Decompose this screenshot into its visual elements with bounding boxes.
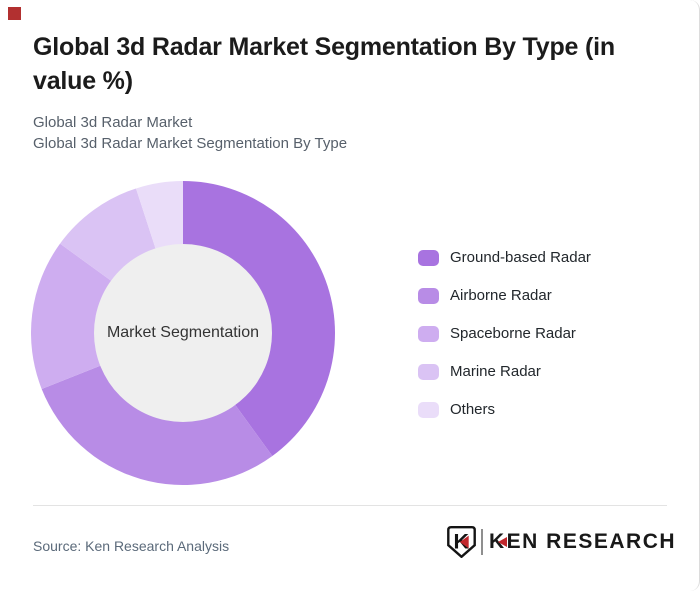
legend-item: Marine Radar <box>418 361 591 382</box>
legend-swatch <box>418 249 439 266</box>
logo-separator <box>481 529 483 555</box>
red-square-mark <box>8 7 21 20</box>
legend-label: Spaceborne Radar <box>450 325 576 342</box>
legend-item: Ground-based Radar <box>418 247 591 268</box>
legend-item: Airborne Radar <box>418 285 591 306</box>
legend-item: Others <box>418 399 591 420</box>
wordmark-red-triangle-icon <box>493 537 507 547</box>
chart-subtitle-market: Global 3d Radar Market <box>33 114 193 131</box>
wordmark-rest: EN RESEARCH <box>506 530 677 553</box>
legend-swatch <box>418 287 439 304</box>
legend-swatch <box>418 401 439 418</box>
donut-chart-svg <box>31 181 335 485</box>
donut-chart: Market Segmentation <box>31 181 335 485</box>
footer-divider <box>33 505 667 506</box>
legend-swatch <box>418 363 439 380</box>
legend-label: Ground-based Radar <box>450 249 591 266</box>
wordmark-k: K <box>489 530 506 553</box>
page-title: Global 3d Radar Market Segmentation By T… <box>33 33 615 95</box>
legend-item: Spaceborne Radar <box>418 323 591 344</box>
ken-research-logo: K K EN RESEARCH <box>447 525 676 559</box>
donut-hole <box>94 244 272 422</box>
legend-label: Marine Radar <box>450 363 541 380</box>
source-note: Source: Ken Research Analysis <box>33 538 230 554</box>
ken-research-wordmark: K EN RESEARCH <box>489 530 676 554</box>
legend-swatch <box>418 325 439 342</box>
chart-subtitle-segmentation: Global 3d Radar Market Segmentation By T… <box>33 135 348 152</box>
legend-label: Others <box>450 401 496 418</box>
chart-legend: Ground-based Radar Airborne Radar Spacebor… <box>418 247 591 420</box>
ken-research-shield-icon: K <box>447 526 476 558</box>
legend-label: Airborne Radar <box>450 287 552 304</box>
